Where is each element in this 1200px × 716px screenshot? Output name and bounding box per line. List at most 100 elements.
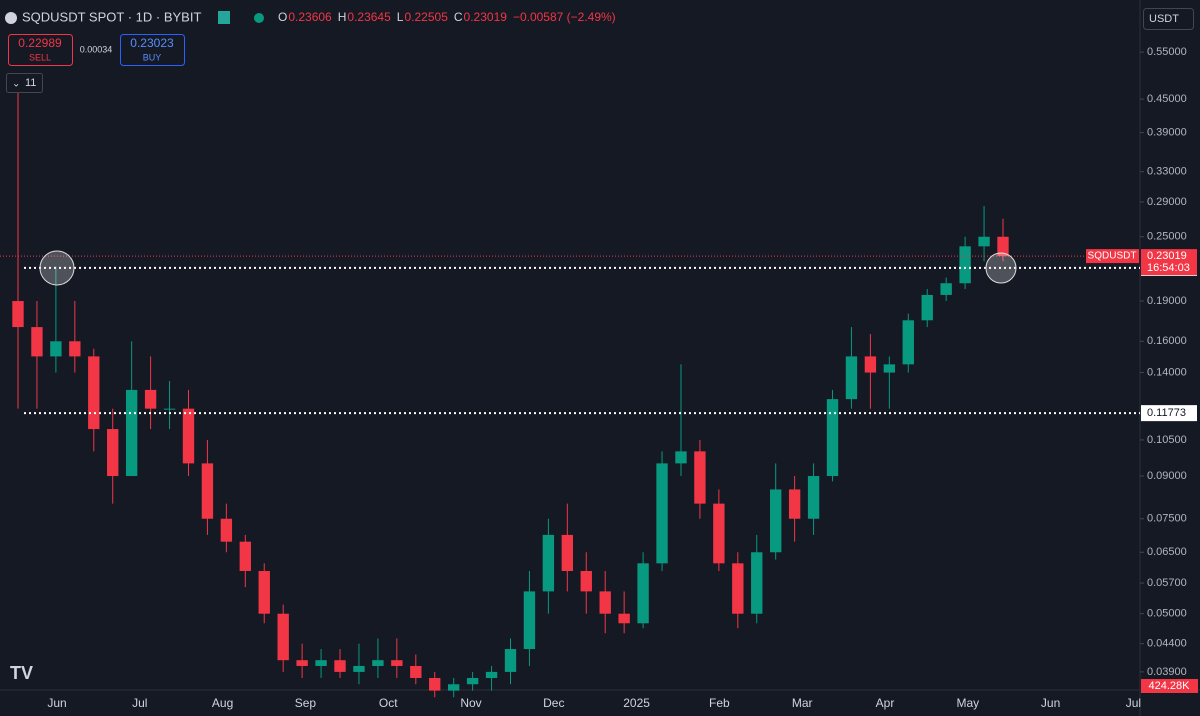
candle-body (523, 591, 536, 650)
currency: USDT (1149, 13, 1179, 25)
candle-body (959, 246, 971, 284)
candle-body (144, 389, 157, 409)
x-tick-label: Dec (543, 696, 564, 710)
x-tick-label: Aug (212, 696, 233, 710)
y-tick-label: 0.05700 (1147, 577, 1187, 589)
candle-body (485, 671, 498, 678)
y-tick-label: 0.39000 (1147, 127, 1187, 139)
y-tick-label: 0.06500 (1147, 546, 1187, 558)
level-label: 0.11773 (1147, 407, 1186, 419)
ohlc-key: L (397, 10, 404, 24)
candle-body (921, 294, 933, 321)
status-dot (254, 13, 264, 23)
candle-body (258, 571, 270, 614)
candle-body (12, 301, 24, 328)
candle-body (864, 356, 877, 373)
y-tick-label: 0.10500 (1147, 434, 1187, 446)
candle-body (732, 563, 744, 614)
ohlc-key: H (338, 10, 347, 24)
y-tick-label: 0.33000 (1147, 166, 1187, 178)
x-tick-label: Jun (1041, 696, 1060, 710)
ohlc-key: O (278, 10, 287, 24)
candle-body (845, 356, 858, 400)
candle-body (182, 408, 195, 464)
candle-body (504, 649, 517, 672)
highlight-circle (985, 252, 1017, 284)
x-tick-label: Sep (295, 696, 317, 710)
candle-body (561, 534, 574, 572)
x-tick-label: Oct (379, 696, 398, 710)
candle-body (334, 660, 346, 672)
candle-body (50, 341, 62, 357)
candle-body (826, 399, 839, 477)
sell-button[interactable] (8, 34, 73, 66)
buy-price: 0.23023 (130, 36, 174, 50)
highlight-circle (39, 250, 75, 286)
candle-body (978, 236, 990, 247)
ohlc-value: 0.23645 (347, 10, 391, 24)
y-tick-label: 0.03900 (1147, 666, 1187, 678)
candle-body (542, 534, 555, 592)
price-tag-label: 0.23019 (1147, 250, 1187, 262)
buy-button[interactable] (120, 34, 185, 66)
volume-tag (1141, 679, 1198, 693)
sell-label: SELL (29, 52, 51, 62)
y-tick-label: 0.29000 (1147, 196, 1187, 208)
candle-body (372, 660, 384, 666)
candle-body (220, 518, 233, 542)
candle-body (391, 660, 403, 666)
buy-label: BUY (143, 52, 162, 62)
sell-price: 0.22989 (18, 36, 62, 50)
flag-icon[interactable] (218, 11, 230, 24)
indicators-toggle[interactable] (6, 73, 43, 93)
x-tick-label: Jul (1126, 696, 1141, 710)
candle-body (315, 660, 327, 666)
candle-body (296, 660, 308, 666)
candle-body (637, 563, 649, 624)
symbol-title: SQDUSDT SPOT · 1D · BYBIT (22, 9, 201, 24)
candle-body (69, 341, 81, 357)
candle-body (88, 356, 100, 430)
candle-body (675, 451, 687, 464)
candle-body (883, 364, 896, 373)
candle-body (447, 684, 460, 691)
y-tick-label: 0.55000 (1147, 46, 1187, 58)
y-tick-label: 0.09000 (1147, 470, 1187, 482)
y-tick-label: 0.05000 (1147, 608, 1187, 620)
x-tick-label: 2025 (623, 696, 650, 710)
candle-body (713, 503, 725, 564)
x-tick-label: Jun (47, 696, 66, 710)
candle-body (599, 591, 611, 614)
logo: TV (10, 663, 33, 683)
x-tick-label: Mar (792, 696, 813, 710)
candle-body (466, 677, 479, 685)
candle-body (410, 665, 422, 678)
indicators-count: 11 (25, 77, 36, 89)
ohlc-change: −0.00587 (−2.49%) (513, 10, 616, 24)
candle-body (997, 236, 1009, 257)
y-tick-label: 0.19000 (1147, 295, 1187, 307)
candle-body (940, 283, 952, 295)
x-tick-label: Jul (132, 696, 147, 710)
candle-body (902, 320, 914, 365)
x-tick-label: Nov (460, 696, 481, 710)
spread: 0.00034 (80, 44, 113, 54)
y-tick-label: 0.25000 (1147, 231, 1187, 243)
ohlc: O 0.23606 H 0.23645 L 0.22505 C 0.23019 −0.00587… (278, 10, 616, 24)
candle-body (580, 571, 592, 592)
candle-body (239, 541, 251, 572)
ohlc-value: 0.23606 (288, 10, 332, 24)
x-tick-label: Feb (709, 696, 730, 710)
plot (0, 74, 1140, 698)
x-tick-label: Apr (876, 696, 895, 710)
candle-body (31, 327, 43, 357)
candle-body (353, 665, 365, 672)
candle-body (277, 613, 289, 661)
ohlc-value: 0.23019 (464, 10, 508, 24)
currency-select[interactable] (1143, 8, 1194, 30)
candle-body (751, 552, 763, 614)
ohlc-key: C (454, 10, 463, 24)
